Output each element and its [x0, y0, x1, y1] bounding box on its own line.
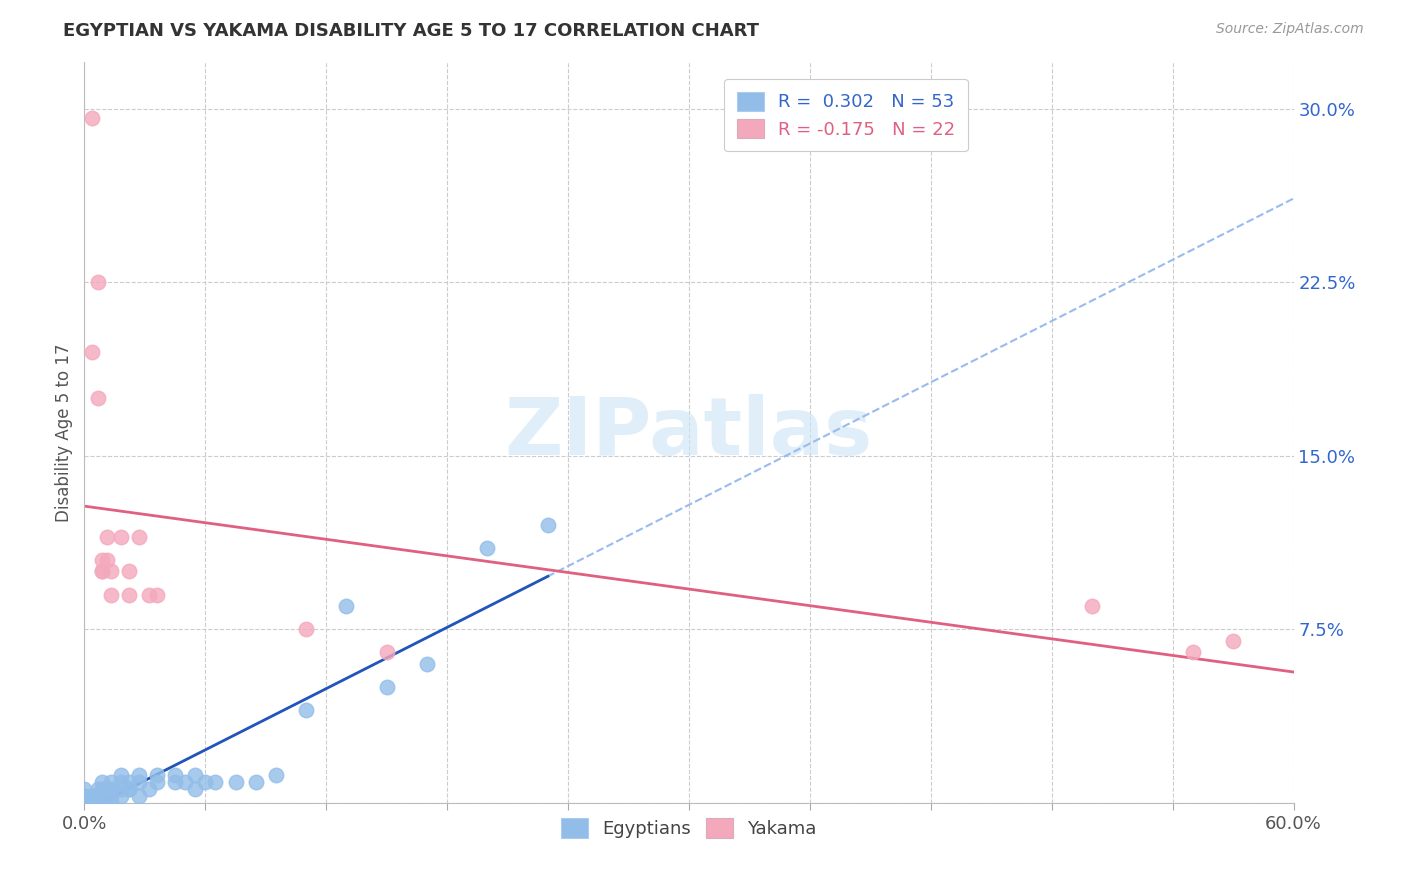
Point	[73, 789, 96, 803]
Point	[91, 775, 114, 789]
Text: Source: ZipAtlas.com: Source: ZipAtlas.com	[1216, 22, 1364, 37]
Point	[245, 775, 267, 789]
Point	[118, 781, 141, 796]
Point	[100, 565, 122, 579]
Point	[82, 796, 104, 810]
Point	[82, 111, 104, 125]
Point	[91, 553, 114, 567]
Text: EGYPTIAN VS YAKAMA DISABILITY AGE 5 TO 17 CORRELATION CHART: EGYPTIAN VS YAKAMA DISABILITY AGE 5 TO 1…	[63, 22, 759, 40]
Point	[174, 775, 197, 789]
Point	[96, 530, 118, 544]
Point	[91, 565, 114, 579]
Point	[225, 775, 247, 789]
Point	[87, 275, 110, 289]
Point	[138, 781, 160, 796]
Point	[184, 768, 207, 782]
Point	[118, 588, 141, 602]
Point	[335, 599, 357, 614]
Point	[1222, 633, 1244, 648]
Point	[375, 680, 398, 694]
Point	[73, 781, 96, 796]
Point	[375, 645, 398, 659]
Point	[82, 789, 104, 803]
Point	[110, 789, 132, 803]
Legend: Egyptians, Yakama: Egyptians, Yakama	[554, 811, 824, 846]
Point	[165, 775, 187, 789]
Point	[82, 789, 104, 803]
Point	[416, 657, 439, 671]
Point	[100, 781, 122, 796]
Text: ZIPatlas: ZIPatlas	[505, 393, 873, 472]
Point	[87, 796, 110, 810]
Point	[91, 789, 114, 803]
Point	[537, 518, 560, 533]
Point	[295, 703, 318, 717]
Point	[128, 530, 150, 544]
Point	[96, 789, 118, 803]
Point	[295, 622, 318, 636]
Point	[118, 775, 141, 789]
Y-axis label: Disability Age 5 to 17: Disability Age 5 to 17	[55, 343, 73, 522]
Point	[165, 768, 187, 782]
Point	[118, 781, 141, 796]
Point	[73, 796, 96, 810]
Point	[91, 796, 114, 810]
Point	[100, 588, 122, 602]
Point	[82, 796, 104, 810]
Point	[110, 775, 132, 789]
Point	[91, 781, 114, 796]
Point	[100, 796, 122, 810]
Point	[194, 775, 217, 789]
Point	[96, 553, 118, 567]
Point	[100, 775, 122, 789]
Point	[73, 789, 96, 803]
Point	[100, 789, 122, 803]
Point	[146, 775, 169, 789]
Point	[477, 541, 499, 556]
Point	[118, 565, 141, 579]
Point	[87, 789, 110, 803]
Point	[110, 781, 132, 796]
Point	[96, 781, 118, 796]
Point	[87, 781, 110, 796]
Point	[110, 530, 132, 544]
Point	[264, 768, 287, 782]
Point	[146, 588, 169, 602]
Point	[128, 768, 150, 782]
Point	[73, 796, 96, 810]
Point	[73, 796, 96, 810]
Point	[128, 775, 150, 789]
Point	[1081, 599, 1104, 614]
Point	[146, 768, 169, 782]
Point	[91, 796, 114, 810]
Point	[87, 391, 110, 405]
Point	[138, 588, 160, 602]
Point	[91, 565, 114, 579]
Point	[1181, 645, 1204, 659]
Point	[128, 789, 150, 803]
Point	[110, 768, 132, 782]
Point	[82, 344, 104, 359]
Point	[184, 781, 207, 796]
Point	[204, 775, 226, 789]
